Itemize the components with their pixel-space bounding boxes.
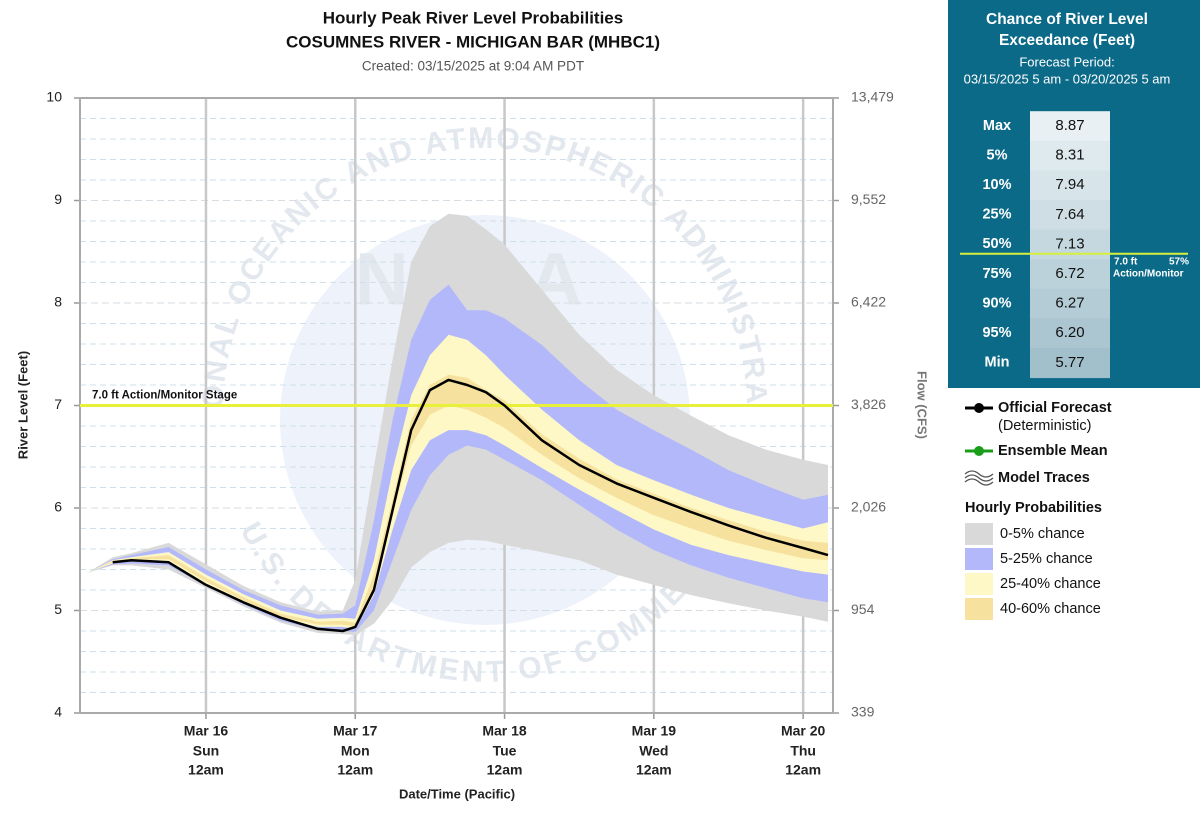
value-cell: [1030, 170, 1110, 201]
row-value: 7.13: [1055, 235, 1084, 252]
legend-label: Official Forecast: [998, 400, 1112, 416]
legend-label: 0-5% chance: [1000, 526, 1085, 542]
y2-tick-label: 339: [851, 704, 875, 720]
exceedance-panel: Chance of River Level Exceedance (Feet) Fo…: [948, 0, 1200, 388]
x-tick-label: Mar 18: [482, 723, 527, 739]
legend-label: 5-25% chance: [1000, 551, 1093, 567]
value-cell: [1030, 140, 1110, 171]
x-tick-day: Mon: [341, 743, 370, 759]
row-value: 7.94: [1055, 176, 1084, 193]
row-value: 7.64: [1055, 206, 1084, 223]
legend-label: 25-40% chance: [1000, 576, 1101, 592]
row-value: 6.72: [1055, 265, 1084, 282]
legend-label: Model Traces: [998, 470, 1090, 486]
legend-label: 40-60% chance: [1000, 601, 1101, 617]
panel-threshold-stage: 7.0 ft: [1114, 256, 1138, 267]
legend-label: Ensemble Mean: [998, 443, 1108, 459]
y2-tick-label: 3,826: [851, 396, 886, 412]
x-tick-time: 12am: [636, 762, 672, 778]
y2-tick-label: 954: [851, 601, 875, 617]
x-tick-time: 12am: [337, 762, 373, 778]
x-tick-time: 12am: [188, 762, 224, 778]
row-label: Min: [985, 355, 1010, 371]
legend-trace-icon: [964, 478, 994, 486]
y-tick-label: 5: [54, 601, 62, 617]
value-cell: [1030, 348, 1110, 379]
row-label: 95%: [982, 325, 1011, 341]
y2-tick-label: 9,552: [851, 191, 886, 207]
panel-period-label: Forecast Period:: [1019, 54, 1114, 69]
row-value: 8.31: [1055, 147, 1084, 164]
row-value: 6.27: [1055, 295, 1084, 312]
panel-threshold-percent: 57%: [1169, 256, 1189, 267]
row-value: 5.77: [1055, 354, 1084, 371]
created-note: Created: 03/15/2025 at 9:04 AM PDT: [362, 59, 584, 74]
legend-note: (Deterministic): [998, 418, 1091, 434]
value-cell: [1030, 288, 1110, 319]
row-label: 75%: [982, 266, 1011, 282]
y2-axis-label: Flow (CFS): [915, 371, 930, 439]
y2-tick-label: 13,479: [851, 89, 894, 105]
x-tick-time: 12am: [487, 762, 523, 778]
legend-swatch: [965, 573, 993, 595]
forecast-line: [112, 378, 829, 633]
legend-dot: [974, 446, 984, 456]
row-label: 90%: [982, 295, 1011, 311]
row-label: 5%: [987, 147, 1008, 163]
y-tick-label: 4: [54, 704, 62, 720]
value-cell: [1030, 200, 1110, 231]
panel-threshold-name: Action/Monitor: [1113, 268, 1184, 279]
row-value: 6.20: [1055, 324, 1084, 341]
legend-dot: [974, 403, 984, 413]
row-value: 8.87: [1055, 117, 1084, 134]
y-tick-label: 9: [54, 191, 62, 207]
y-tick-label: 8: [54, 294, 62, 310]
value-cell: [1030, 111, 1110, 142]
x-tick-label: Mar 19: [632, 723, 677, 739]
y-tick-label: 6: [54, 499, 62, 515]
legend-trace-icon: [964, 470, 994, 478]
chart-title: Hourly Peak River Level Probabilities: [323, 8, 623, 27]
value-cell: [1030, 259, 1110, 290]
panel-title: Chance of River Level: [986, 11, 1148, 28]
legend: Official Forecast (Deterministic) Ensemble…: [964, 400, 1112, 620]
x-tick-label: Mar 17: [333, 723, 378, 739]
legend-trace-icon: [964, 474, 994, 482]
y2-tick-label: 2,026: [851, 499, 886, 515]
y-tick-label: 10: [46, 89, 62, 105]
legend-swatch: [965, 598, 993, 620]
x-tick-label: Mar 16: [184, 723, 229, 739]
x-tick-day: Sun: [193, 743, 219, 759]
x-tick-day: Tue: [493, 743, 517, 759]
legend-swatch: [965, 548, 993, 570]
y2-tick-label: 6,422: [851, 294, 886, 310]
x-tick-day: Wed: [639, 743, 668, 759]
row-label: 10%: [982, 177, 1011, 193]
threshold-label: 7.0 ft Action/Monitor Stage: [92, 390, 237, 402]
y-tick-label: 7: [54, 396, 62, 412]
value-cell: [1030, 318, 1110, 349]
plot: 4 5 6 7 8 9 10 339 954 2,026 3,826 6,422 9,552 13,479…: [46, 89, 894, 778]
x-tick-day: Thu: [790, 743, 816, 759]
y-axis-label: River Level (Feet): [15, 351, 30, 459]
x-tick-label: Mar 20: [781, 723, 826, 739]
x-axis-label: Date/Time (Pacific): [399, 786, 515, 801]
row-label: Max: [983, 118, 1011, 134]
legend-swatch: [965, 523, 993, 545]
row-label: 25%: [982, 207, 1011, 223]
legend-heading: Hourly Probabilities: [965, 500, 1102, 516]
row-label: 50%: [982, 236, 1011, 252]
x-tick-time: 12am: [785, 762, 821, 778]
chart-subtitle: COSUMNES RIVER - MICHIGAN BAR (MHBC1): [286, 32, 660, 51]
panel-period: 03/15/2025 5 am - 03/20/2025 5 am: [964, 71, 1171, 86]
panel-title: Exceedance (Feet): [999, 32, 1135, 49]
